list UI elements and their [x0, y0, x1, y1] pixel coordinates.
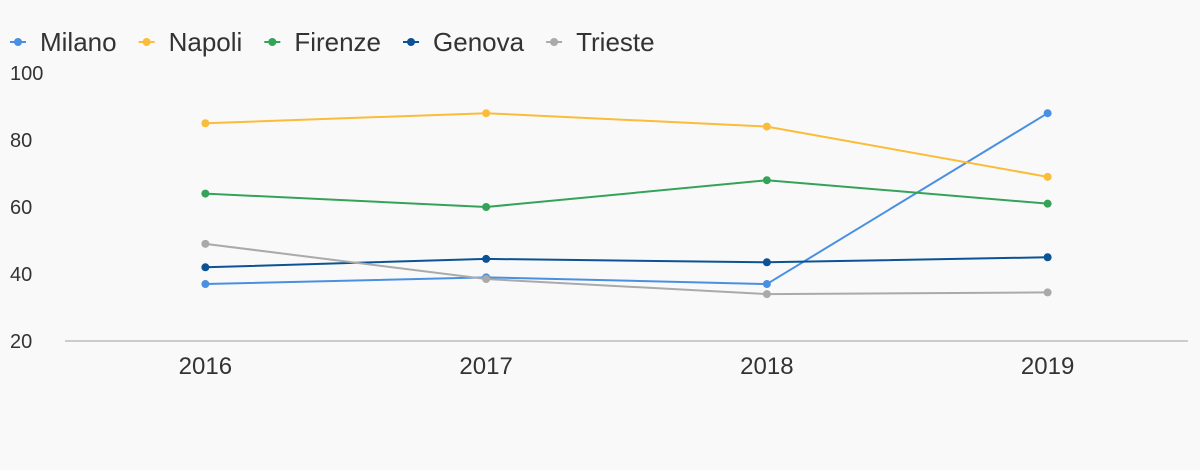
- series-napoli: [201, 109, 1052, 181]
- data-point: [1043, 253, 1052, 262]
- legend-label: Genova: [433, 27, 525, 57]
- data-point: [482, 109, 491, 118]
- legend-item-napoli: Napoli: [138, 27, 243, 57]
- data-point: [201, 189, 210, 198]
- data-point: [482, 275, 491, 284]
- legend-item-firenze: Firenze: [264, 27, 381, 57]
- data-point: [762, 258, 771, 267]
- data-point: [762, 280, 771, 289]
- x-tick-label: 2019: [1021, 353, 1074, 380]
- legend-label: Firenze: [294, 27, 381, 57]
- series-line: [205, 242, 1048, 296]
- data-point: [201, 119, 210, 128]
- series-genova: [201, 253, 1052, 272]
- data-point: [762, 176, 771, 185]
- y-tick-label: 100: [10, 63, 43, 85]
- y-axis: 20 40 60 80 100: [10, 63, 43, 353]
- y-tick-label: 60: [10, 197, 32, 219]
- y-tick-label: 20: [10, 331, 32, 353]
- legend-item-genova: Genova: [403, 27, 525, 57]
- data-point: [1043, 172, 1052, 181]
- series-line: [205, 112, 1048, 178]
- series-line: [205, 112, 1049, 286]
- legend-marker: [268, 38, 277, 46]
- legend-marker: [407, 38, 416, 46]
- legend: Milano Napoli Firenze Genova Trieste: [10, 27, 655, 57]
- data-point: [201, 280, 210, 289]
- series-firenze: [201, 176, 1052, 211]
- y-tick-label: 40: [10, 264, 32, 286]
- legend-label: Napoli: [169, 27, 243, 57]
- data-point: [482, 203, 491, 211]
- series-line: [205, 179, 1048, 209]
- data-point: [1043, 199, 1052, 208]
- x-tick-label: 2017: [459, 353, 512, 380]
- legend-marker: [550, 38, 559, 46]
- legend-item-milano: Milano: [10, 27, 117, 57]
- legend-marker: [14, 38, 22, 46]
- series-trieste: [201, 239, 1052, 299]
- data-point: [201, 239, 210, 248]
- y-tick-label: 80: [10, 130, 32, 152]
- data-point: [762, 122, 771, 131]
- data-point: [1043, 109, 1052, 118]
- x-tick-label: 2016: [179, 353, 232, 380]
- legend-label: Trieste: [576, 27, 655, 57]
- legend-label: Milano: [40, 27, 117, 57]
- legend-marker: [142, 38, 151, 46]
- x-tick-label: 2018: [740, 353, 793, 380]
- data-point: [201, 263, 210, 272]
- series-line: [205, 256, 1048, 269]
- series-group: [201, 109, 1052, 299]
- x-axis: 2016 2017 2018 2019: [65, 340, 1188, 380]
- data-point: [762, 290, 771, 299]
- data-point: [482, 254, 491, 263]
- data-point: [1043, 288, 1052, 297]
- legend-item-trieste: Trieste: [546, 27, 655, 57]
